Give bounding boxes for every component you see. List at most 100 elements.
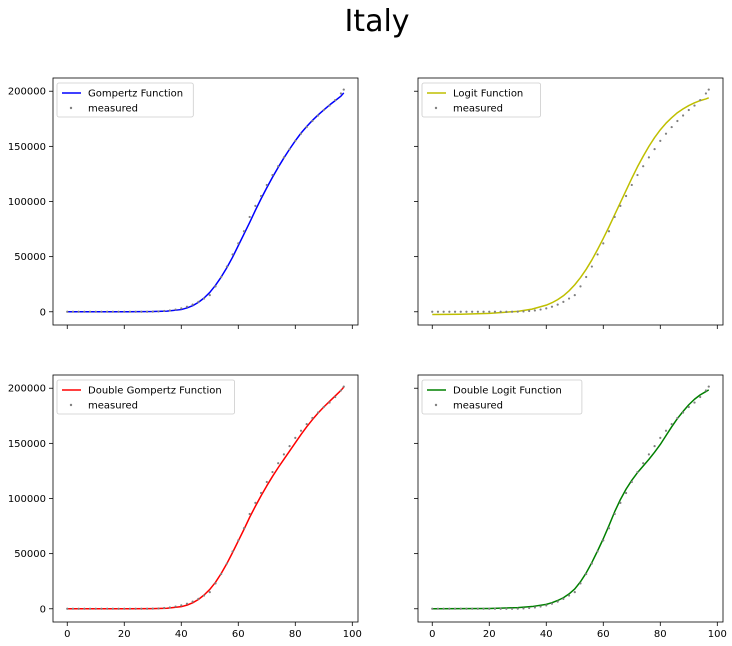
legend-label: measured <box>88 104 138 115</box>
x-tick-label: 0 <box>429 629 435 640</box>
measured-point <box>499 607 502 610</box>
measured-point <box>77 607 80 610</box>
measured-point <box>647 156 650 159</box>
measured-point <box>707 88 710 91</box>
measured-point <box>185 305 189 308</box>
measured-point <box>687 108 690 112</box>
measured-point <box>214 582 217 585</box>
y-tick-label: 100000 <box>8 494 46 505</box>
measured-point <box>636 173 639 177</box>
measured-point <box>225 562 228 565</box>
measured-point <box>220 572 223 576</box>
measured-point <box>704 389 708 392</box>
measured-point <box>607 527 611 530</box>
measured-point <box>567 594 571 597</box>
measured-point <box>630 480 633 484</box>
x-tick-label: 80 <box>654 629 667 640</box>
measured-point <box>100 310 103 313</box>
measured-point <box>436 310 440 313</box>
measured-point <box>248 215 251 219</box>
subplot-top-left: 0 50000 100000 150000 200000 Gompertz Functio… <box>8 77 359 329</box>
measured-point <box>322 108 325 112</box>
measured-point <box>265 480 268 484</box>
measured-point <box>311 119 314 123</box>
measured-point <box>140 607 143 610</box>
measured-point <box>664 132 668 135</box>
measured-point <box>448 607 451 610</box>
measured-point <box>231 550 234 553</box>
measured-point <box>562 300 565 303</box>
measured-point <box>533 309 536 312</box>
measured-point <box>322 405 325 409</box>
measured-point <box>619 204 622 208</box>
measured-point <box>590 562 593 565</box>
legend: Gompertz Function measured <box>56 82 194 118</box>
measured-point <box>94 310 97 313</box>
measured-point <box>488 607 491 610</box>
x-tick-label: 20 <box>118 629 131 640</box>
y-tick-label: 50000 <box>14 549 46 560</box>
measured-point <box>334 395 337 399</box>
measured-point <box>339 389 342 392</box>
measured-point <box>259 491 263 495</box>
measured-point <box>482 310 485 313</box>
measured-point <box>613 512 616 516</box>
measured-point <box>140 310 143 313</box>
measured-point <box>163 309 166 313</box>
measured-point <box>197 597 200 600</box>
measured-point <box>316 411 320 414</box>
x-tick-label: 100 <box>343 629 362 640</box>
measured-point <box>100 607 103 610</box>
x-tick-label: 80 <box>289 629 302 640</box>
measured-point <box>653 148 656 151</box>
measured-point <box>111 310 114 313</box>
measured-point <box>431 607 434 610</box>
series-measured-points <box>66 88 345 313</box>
measured-point <box>328 104 331 107</box>
x-tick-label: 60 <box>232 629 245 640</box>
measured-point <box>208 294 211 297</box>
measured-point <box>476 607 479 610</box>
measured-point <box>471 310 474 313</box>
x-tick-label: 60 <box>597 629 610 640</box>
plot-area <box>66 385 345 610</box>
measured-point <box>117 607 120 610</box>
measured-point <box>117 310 120 313</box>
measured-point <box>488 310 491 313</box>
series-fit-line <box>432 97 710 316</box>
measured-point <box>510 310 514 313</box>
measured-point <box>305 422 308 426</box>
legend-marker-measured <box>434 106 438 110</box>
measured-point <box>254 501 257 505</box>
measured-point <box>242 230 246 233</box>
measured-point <box>128 607 132 610</box>
measured-point <box>516 310 519 313</box>
measured-point <box>342 385 345 388</box>
measured-point <box>174 605 177 608</box>
measured-point <box>707 385 710 388</box>
measured-point <box>499 310 502 313</box>
measured-point <box>522 607 525 610</box>
measured-point <box>214 285 217 288</box>
measured-point <box>191 600 194 603</box>
measured-point <box>596 550 599 553</box>
measured-point <box>676 416 679 420</box>
measured-point <box>231 253 234 256</box>
measured-point <box>647 453 650 456</box>
legend-box <box>56 379 236 415</box>
measured-point <box>66 310 69 313</box>
legend-marker-measured <box>69 106 73 110</box>
measured-point <box>539 605 542 608</box>
legend-box <box>421 379 583 415</box>
measured-point <box>237 539 240 542</box>
measured-point <box>145 310 149 313</box>
y-tick-label: 150000 <box>8 439 46 450</box>
measured-point <box>602 242 605 245</box>
measured-point <box>636 470 639 474</box>
legend-box <box>421 82 541 118</box>
measured-point <box>299 132 303 135</box>
measured-point <box>704 92 708 95</box>
measured-point <box>134 310 137 313</box>
measured-point <box>305 125 308 129</box>
